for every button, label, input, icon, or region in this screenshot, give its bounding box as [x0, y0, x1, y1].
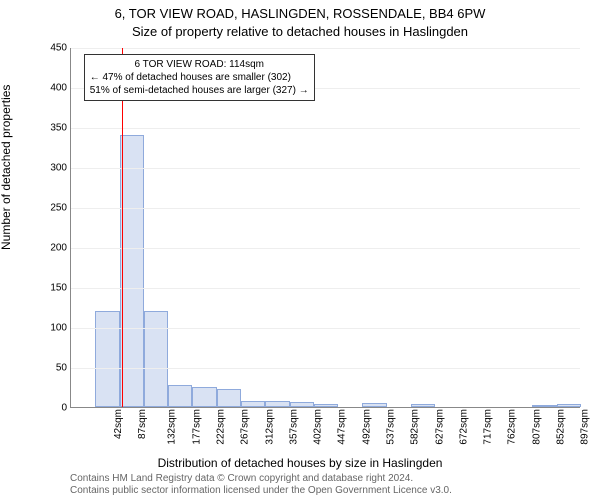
histogram-bar: [532, 405, 556, 407]
histogram-bar: [362, 403, 386, 407]
histogram-bar: [95, 311, 119, 407]
x-tick-label: 492sqm: [361, 409, 372, 445]
gridline: [71, 328, 580, 329]
x-tick-label: 87sqm: [137, 409, 148, 439]
x-axis-label: Distribution of detached houses by size …: [0, 456, 600, 470]
annotation-box: 6 TOR VIEW ROAD: 114sqm ← 47% of detache…: [84, 54, 315, 101]
gridline: [71, 368, 580, 369]
y-tick-label: 450: [50, 43, 71, 54]
x-tick-label: 177sqm: [191, 409, 202, 445]
x-tick-label: 267sqm: [240, 409, 251, 445]
bars-layer: [71, 48, 580, 407]
histogram-bar: [120, 135, 144, 407]
histogram-bar: [144, 311, 168, 407]
gridline: [71, 288, 580, 289]
histogram-bar: [241, 401, 265, 407]
x-tick-label: 717sqm: [483, 409, 494, 445]
x-tick-label: 402sqm: [313, 409, 324, 445]
x-tick-label: 672sqm: [458, 409, 469, 445]
x-tick-label: 132sqm: [167, 409, 178, 445]
x-tick-label: 447sqm: [337, 409, 348, 445]
x-tick-label: 897sqm: [580, 409, 591, 445]
y-axis-label: Number of detached properties: [0, 85, 13, 250]
histogram-bar: [265, 401, 289, 407]
footer-text: Contains HM Land Registry data © Crown c…: [70, 473, 452, 497]
x-tick-label: 852sqm: [556, 409, 567, 445]
histogram-bar: [557, 404, 581, 407]
x-tick-label: 582sqm: [410, 409, 421, 445]
histogram-bar: [290, 402, 314, 407]
chart-plot-area: 050100150200250300350400450 42sqm87sqm13…: [70, 48, 580, 408]
x-tick-label: 312sqm: [264, 409, 275, 445]
y-tick-label: 150: [50, 283, 71, 294]
gridline: [71, 248, 580, 249]
histogram-bar: [168, 385, 192, 407]
y-tick-label: 250: [50, 203, 71, 214]
x-tick-label: 762sqm: [507, 409, 518, 445]
gridline: [71, 48, 580, 49]
annotation-line-1: 6 TOR VIEW ROAD: 114sqm: [90, 58, 309, 71]
reference-line: [122, 48, 123, 407]
title-line-1: 6, TOR VIEW ROAD, HASLINGDEN, ROSSENDALE…: [0, 6, 600, 21]
footer-line-1: Contains HM Land Registry data © Crown c…: [70, 473, 452, 485]
y-tick-label: 100: [50, 323, 71, 334]
histogram-bar: [192, 387, 216, 407]
y-tick-label: 400: [50, 83, 71, 94]
title-line-2: Size of property relative to detached ho…: [0, 24, 600, 39]
gridline: [71, 168, 580, 169]
x-tick-label: 807sqm: [531, 409, 542, 445]
histogram-bar: [314, 404, 338, 407]
y-tick-label: 0: [61, 403, 71, 414]
y-tick-label: 200: [50, 243, 71, 254]
x-tick-label: 42sqm: [113, 409, 124, 439]
x-tick-label: 627sqm: [434, 409, 445, 445]
footer-line-2: Contains public sector information licen…: [70, 485, 452, 497]
histogram-bar: [217, 389, 241, 407]
histogram-bar: [411, 404, 435, 407]
y-tick-label: 350: [50, 123, 71, 134]
gridline: [71, 128, 580, 129]
x-tick-label: 537sqm: [386, 409, 397, 445]
annotation-line-2: ← 47% of detached houses are smaller (30…: [90, 71, 309, 84]
y-tick-label: 50: [56, 363, 71, 374]
gridline: [71, 208, 580, 209]
x-tick-label: 222sqm: [216, 409, 227, 445]
x-tick-label: 357sqm: [288, 409, 299, 445]
annotation-line-3: 51% of semi-detached houses are larger (…: [90, 84, 309, 97]
y-tick-label: 300: [50, 163, 71, 174]
